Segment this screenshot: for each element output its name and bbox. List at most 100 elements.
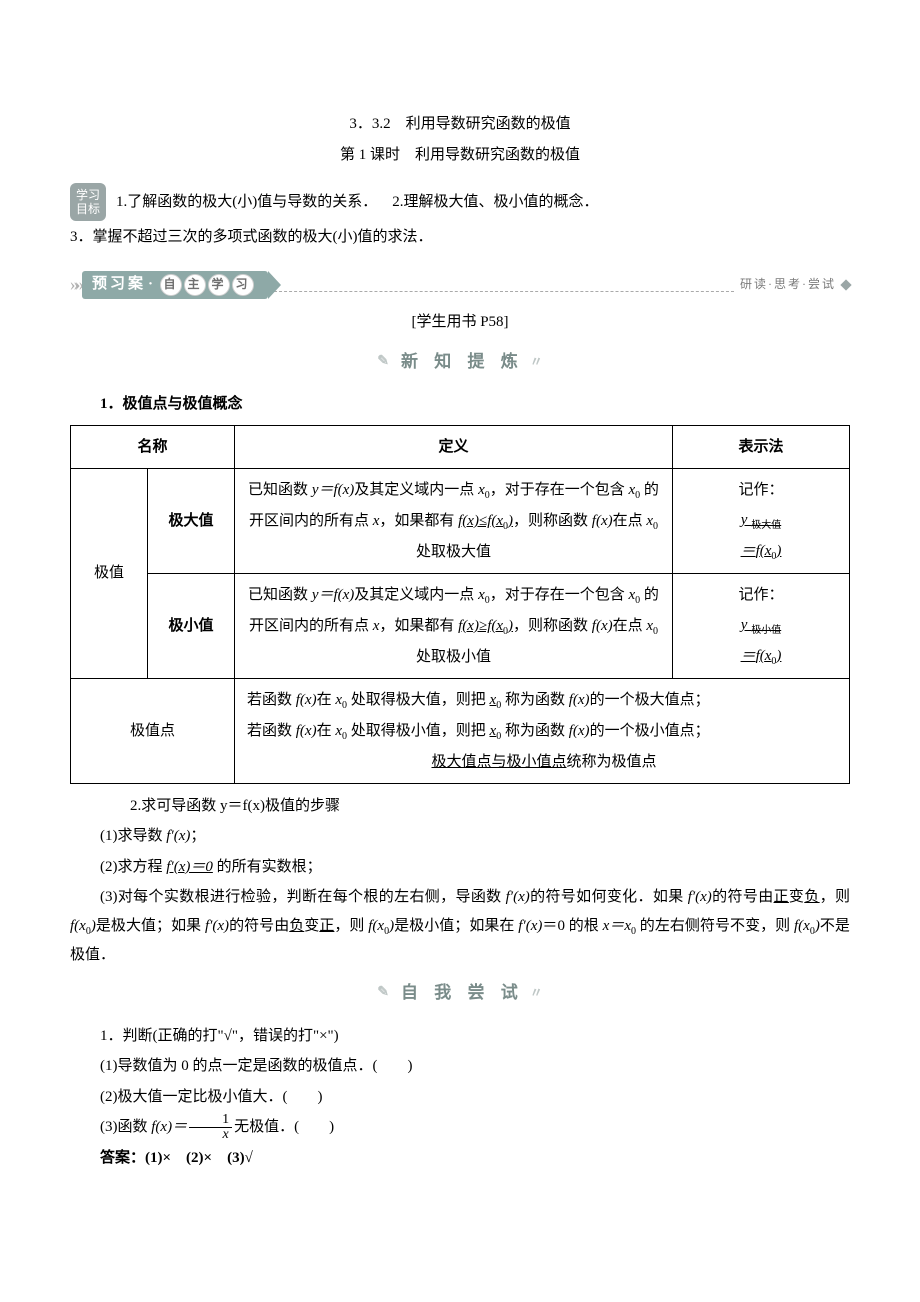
txt: ，如果都有 bbox=[379, 513, 458, 529]
t: 的一个极小值点； bbox=[590, 723, 710, 739]
try-q2: (2)极大值一定比极小值大．( ) bbox=[70, 1083, 850, 1112]
preview-banner: »» 预习案 · 自 主 学 习 研读·思考·尝试 bbox=[70, 270, 850, 300]
rep-l3: ＝f(x0) bbox=[741, 648, 782, 664]
circle-2: 主 bbox=[184, 274, 206, 296]
cell-jzd: 极值点 bbox=[71, 678, 235, 783]
cell-jz: 极值 bbox=[71, 468, 148, 678]
y: y bbox=[741, 617, 751, 633]
chevron-icon: »» bbox=[70, 267, 80, 301]
step-3: (3)对每个实数根进行检验，判断在每个根的左右侧，导函数 f′(x)的符号如何变… bbox=[70, 883, 850, 969]
t: 的符号由 bbox=[712, 889, 774, 905]
y: y bbox=[741, 512, 751, 528]
t: 的一个极大值点； bbox=[590, 692, 710, 708]
dotted-line bbox=[274, 277, 734, 292]
circle-3: 学 bbox=[208, 274, 230, 296]
t: 的符号如何变化．如果 bbox=[530, 889, 688, 905]
goal-2: 2.理解极大值、极小值的概念． bbox=[392, 194, 598, 210]
heading-2: 2.求可导函数 y＝f(x)极值的步骤 bbox=[70, 792, 850, 821]
goal-badge-line1: 学习 bbox=[76, 188, 100, 202]
txt: 在点 bbox=[613, 618, 647, 634]
definition-table: 名称 定义 表示法 极值 极大值 已知函数 y＝f(x)及其定义域内一点 x0，… bbox=[70, 425, 850, 784]
banner-right-label: 研读·思考·尝试 bbox=[740, 273, 836, 296]
t: 称为函数 bbox=[501, 692, 569, 708]
try-q1: (1)导数值为 0 的点一定是函数的极值点．( ) bbox=[70, 1052, 850, 1081]
fx: f(x) bbox=[592, 513, 613, 529]
sub-banner-2-text: 自 我 尝 试 bbox=[401, 977, 524, 1009]
fraction: 1x bbox=[189, 1113, 232, 1142]
t: 的所有实数根； bbox=[213, 859, 322, 875]
x0: x0 bbox=[646, 513, 658, 529]
t: x0 bbox=[490, 723, 502, 739]
rep-l1: 记作： bbox=[738, 482, 783, 498]
t: ； bbox=[190, 828, 205, 844]
t: f(x0) bbox=[368, 918, 394, 934]
t: 负 bbox=[804, 889, 819, 905]
fx: y＝f(x) bbox=[312, 482, 354, 498]
circle-4: 习 bbox=[232, 274, 254, 296]
txt: ，对于存在一个包含 bbox=[490, 587, 629, 603]
cell-min-rep: 记作： y 极小值 ＝f(x0) bbox=[673, 573, 850, 678]
txt: 及其定义域内一点 bbox=[354, 482, 478, 498]
txt: 处取极小值 bbox=[416, 649, 491, 665]
t: x0 bbox=[490, 692, 502, 708]
rep-l2: y 极小值 bbox=[741, 617, 781, 633]
cell-point: 若函数 f(x)在 x0 处取得极大值，则把 x0 称为函数 f(x)的一个极大… bbox=[235, 678, 850, 783]
section-number: 3．3.2 利用导数研究函数的极值 bbox=[70, 110, 850, 139]
goal-badge-line2: 目标 bbox=[76, 202, 100, 216]
table-row: 名称 定义 表示法 bbox=[71, 425, 850, 468]
t: f′(x) bbox=[506, 889, 530, 905]
t: f(x0) bbox=[70, 918, 96, 934]
t: 处取得极大值，则把 bbox=[347, 692, 490, 708]
t: 正 bbox=[774, 889, 789, 905]
table-row: 极值 极大值 已知函数 y＝f(x)及其定义域内一点 x0，对于存在一个包含 x… bbox=[71, 468, 850, 573]
sub: 极小值 bbox=[751, 625, 781, 636]
t: 在 bbox=[317, 692, 336, 708]
goal-text: 1.了解函数的极大(小)值与导数的关系． 2.理解极大值、极小值的概念． bbox=[116, 188, 850, 217]
t: x＝x0 bbox=[603, 918, 636, 934]
step-1: (1)求导数 f′(x)； bbox=[70, 822, 850, 851]
t: 无极值．( ) bbox=[234, 1119, 334, 1135]
txt: 已知函数 bbox=[248, 587, 312, 603]
th-def: 定义 bbox=[235, 425, 673, 468]
t: f(x)＝ bbox=[151, 1119, 187, 1135]
rep-l2: y 极大值 bbox=[741, 512, 781, 528]
t: 称为函数 bbox=[501, 723, 569, 739]
sub-banner-1: ✎ 新 知 提 炼 〃 bbox=[70, 346, 850, 378]
h2-text: 2.求可导函数 y＝f(x)极值的步骤 bbox=[130, 798, 340, 814]
t: (2)求方程 bbox=[100, 859, 166, 875]
t: (1)求导数 bbox=[100, 828, 166, 844]
try-q3: (3)函数 f(x)＝1x无极值．( ) bbox=[70, 1113, 850, 1142]
x0: x0 bbox=[478, 587, 490, 603]
t: 是极大值；如果 bbox=[96, 918, 205, 934]
t: x0 bbox=[335, 723, 347, 739]
t: f(x) bbox=[569, 692, 590, 708]
banner-circles: 自 主 学 习 bbox=[160, 274, 254, 296]
ineq-max: f(x)≤f(x0) bbox=[458, 513, 513, 529]
banner-label: 预习案 bbox=[92, 270, 146, 299]
wing-icon: 〃 bbox=[530, 981, 543, 1006]
banner-left: »» 预习案 · 自 主 学 习 bbox=[70, 270, 268, 300]
t: 若函数 bbox=[247, 723, 296, 739]
t: ，则 bbox=[820, 889, 850, 905]
circle-1: 自 bbox=[160, 274, 182, 296]
cell-max-def: 已知函数 y＝f(x)及其定义域内一点 x0，对于存在一个包含 x0 的开区间内… bbox=[235, 468, 673, 573]
t: f′(x) bbox=[688, 889, 712, 905]
txt: 已知函数 bbox=[248, 482, 312, 498]
txt: ，则称函数 bbox=[513, 513, 592, 529]
lesson-title: 第 1 课时 利用导数研究函数的极值 bbox=[70, 141, 850, 170]
sub: 极大值 bbox=[751, 520, 781, 531]
rep-l1: 记作： bbox=[738, 587, 783, 603]
txt: ，如果都有 bbox=[379, 618, 458, 634]
page: 3．3.2 利用导数研究函数的极值 第 1 课时 利用导数研究函数的极值 学习 … bbox=[0, 0, 920, 1235]
t: 的左右侧符号不变，则 bbox=[636, 918, 794, 934]
t: 的符号由 bbox=[229, 918, 289, 934]
pencil-icon: ✎ bbox=[377, 349, 395, 376]
txt: ，则称函数 bbox=[513, 618, 592, 634]
t: 统称为极值点 bbox=[567, 754, 657, 770]
t: f(x0) bbox=[794, 918, 820, 934]
txt: ，对于存在一个包含 bbox=[490, 482, 629, 498]
goal-1: 1.了解函数的极大(小)值与导数的关系． bbox=[116, 194, 377, 210]
cell-max-rep: 记作： y 极大值 ＝f(x0) bbox=[673, 468, 850, 573]
cell-jdz: 极大值 bbox=[148, 468, 235, 573]
x0: x0 bbox=[629, 482, 641, 498]
